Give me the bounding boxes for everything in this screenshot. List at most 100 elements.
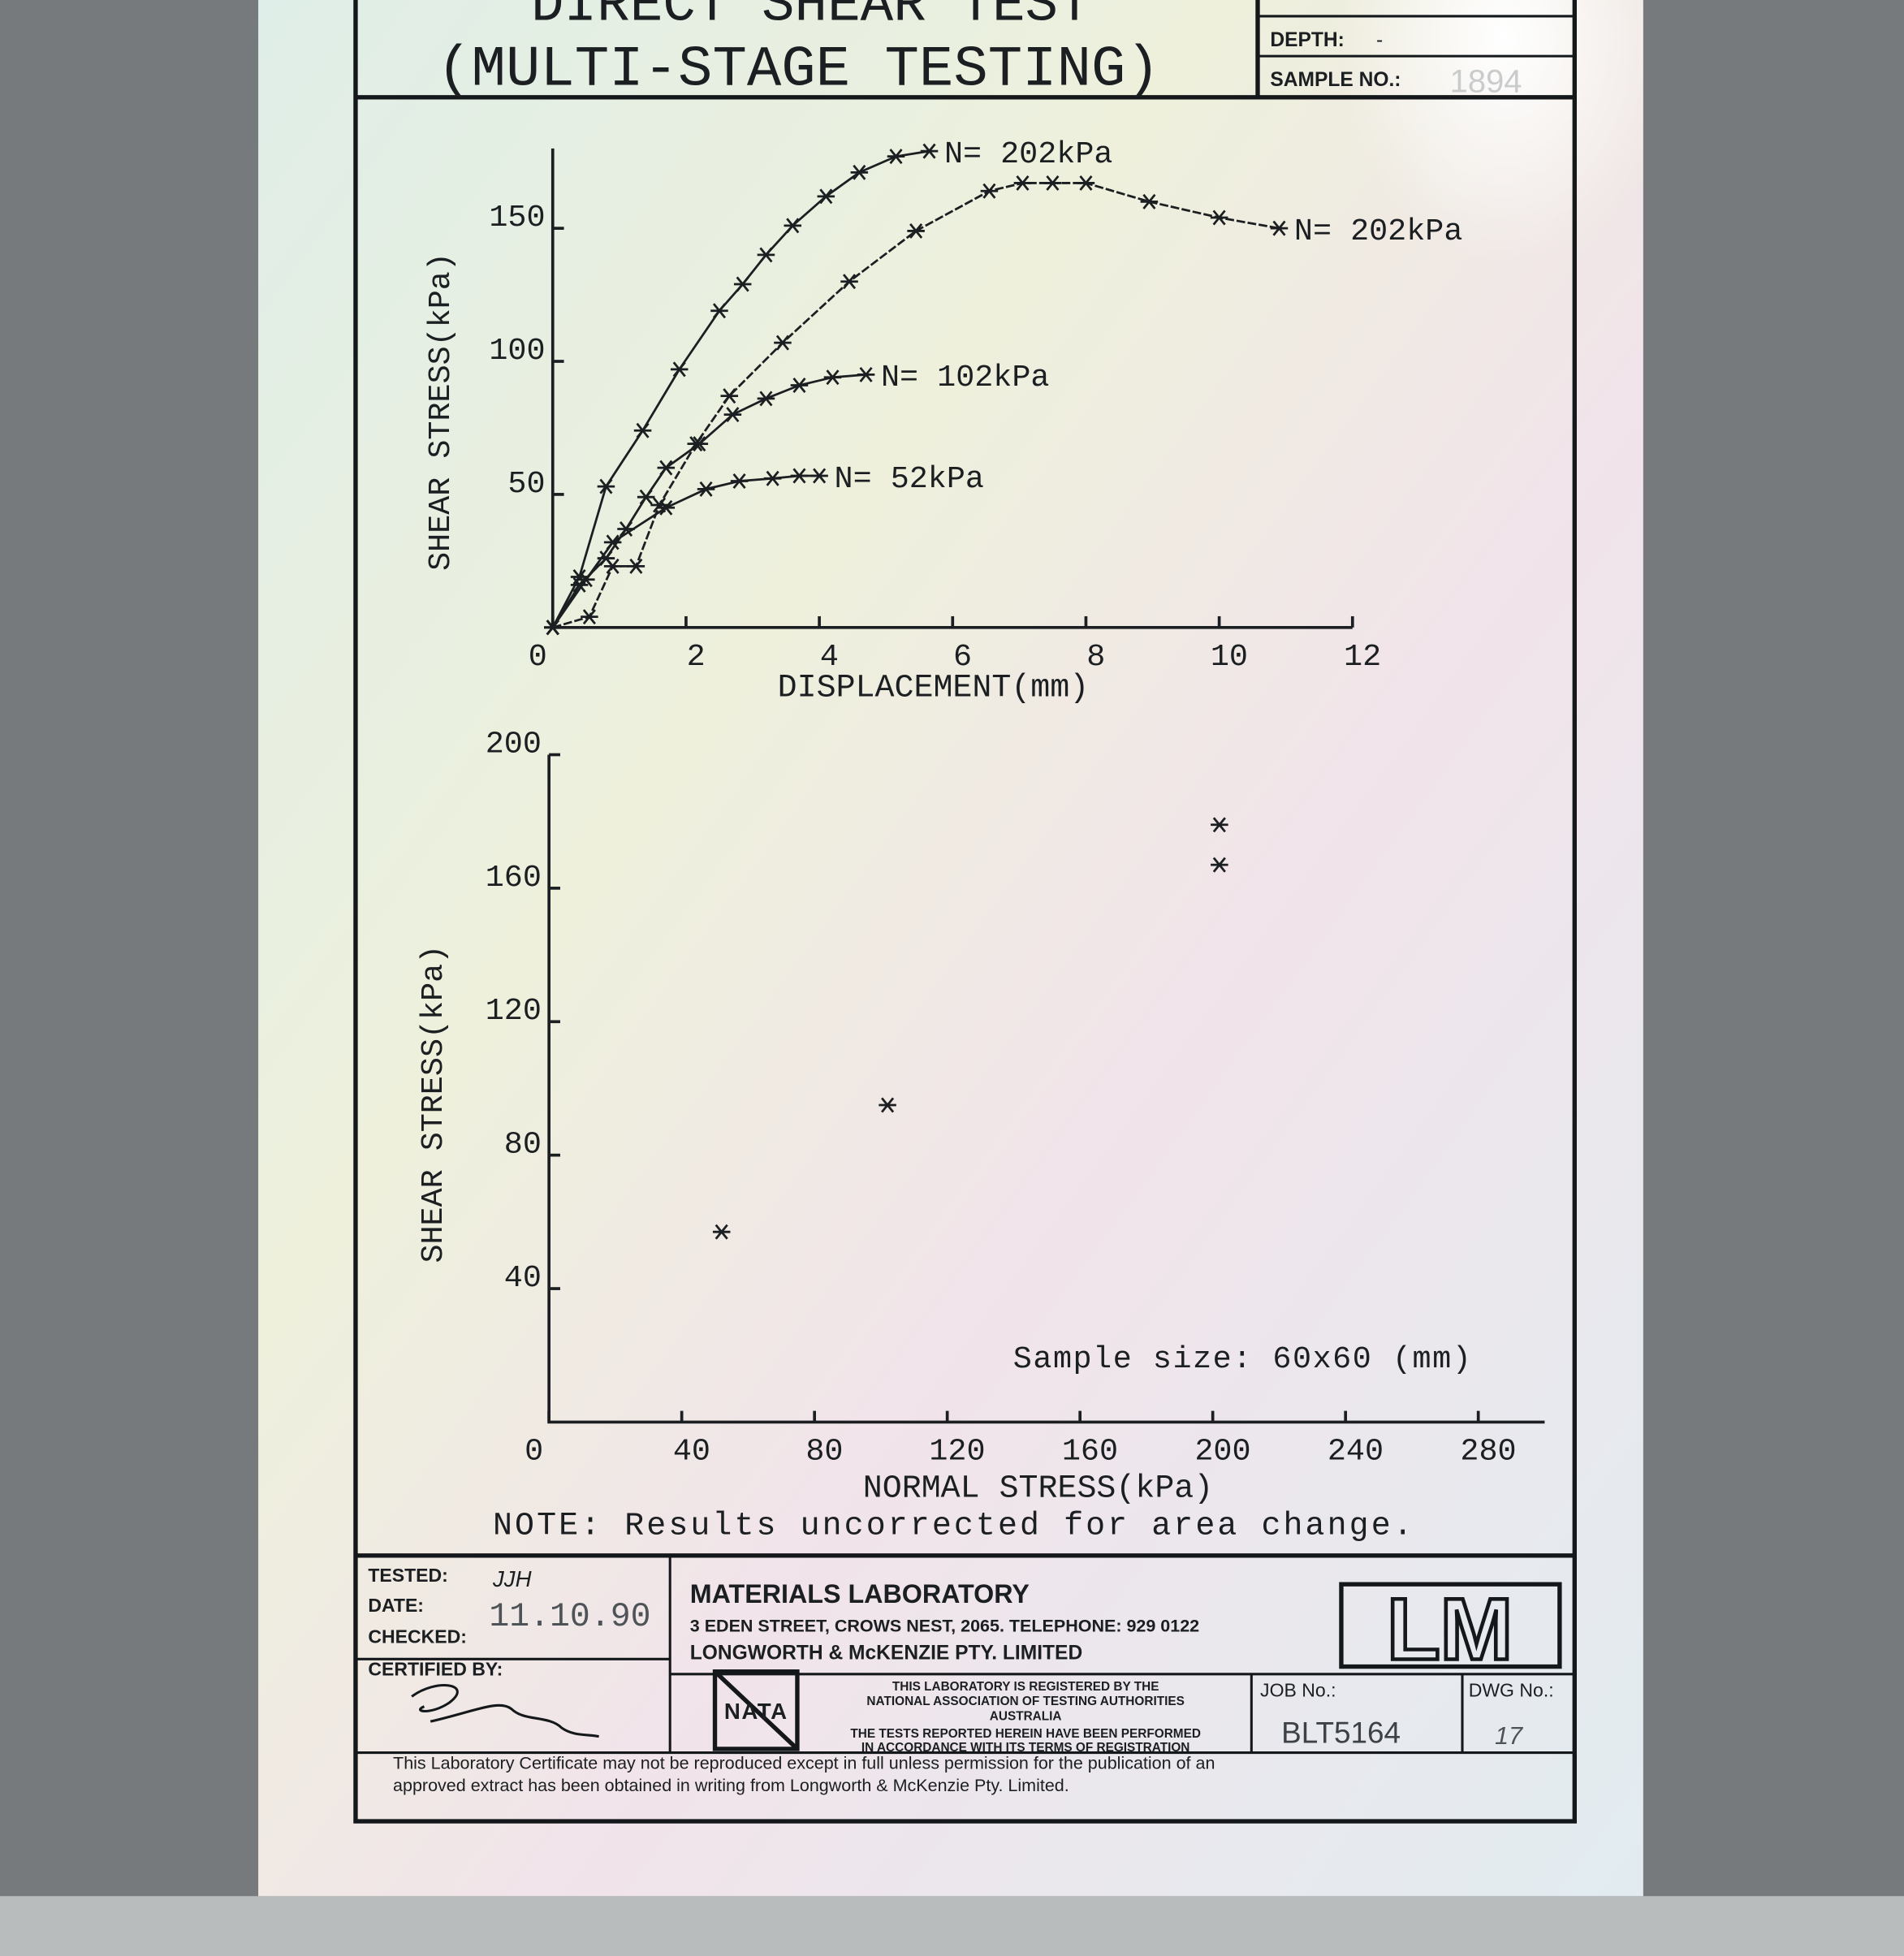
x-tick-label: 200 [1194, 1434, 1250, 1470]
job-label: JOB No.: [1260, 1679, 1336, 1700]
certified-label: CERTIFIED BY: [368, 1658, 503, 1679]
data-point [810, 468, 828, 484]
data-point [840, 274, 858, 290]
certificate-text: approved extract has been obtained in wr… [393, 1776, 1069, 1795]
certificate-text: This Laboratory Certificate may not be r… [393, 1754, 1215, 1773]
y-tick-label: 40 [504, 1260, 542, 1296]
data-point [690, 436, 709, 452]
data-point [733, 276, 752, 292]
data-point [757, 391, 775, 407]
data-point [850, 164, 869, 180]
data-point [1077, 175, 1095, 191]
data-point [597, 478, 615, 494]
nata-text: THIS LABORATORY IS REGISTERED BY THE [892, 1680, 1159, 1694]
nata-text: AUSTRALIA [990, 1710, 1062, 1724]
x-tick-label: 4 [820, 639, 839, 675]
tested-label: TESTED: [368, 1565, 448, 1586]
sample-label: SAMPLE NO.: [1270, 69, 1401, 91]
logo: LM [1387, 1580, 1513, 1677]
data-point [581, 609, 598, 625]
depth: - [1376, 29, 1383, 51]
data-point [784, 218, 802, 234]
y-tick-label: 160 [486, 860, 542, 896]
data-point [757, 247, 775, 263]
data-point [1210, 209, 1228, 226]
data-point [697, 481, 715, 497]
x-tick-label: 280 [1460, 1434, 1516, 1470]
lab-company: LONGWORTH & McKENZIE PTY. LIMITED [690, 1642, 1082, 1664]
x-tick-label: 0 [525, 1434, 543, 1470]
depth-label: DEPTH: [1270, 29, 1344, 51]
x-axis-label: NORMAL STRESS(kPa) [863, 1470, 1213, 1507]
data-point [887, 149, 905, 165]
glare [258, 0, 1643, 1897]
x-tick-label: 80 [805, 1434, 843, 1470]
y-axis-label: SHEAR STRESS(kPa) [423, 253, 459, 571]
y-tick-label: 200 [486, 726, 542, 762]
data-point [790, 468, 809, 484]
data-point [1211, 857, 1228, 873]
y-tick-label: 150 [489, 200, 545, 235]
y-axis-label: SHEAR STRESS(kPa) [416, 945, 451, 1263]
nata-box [712, 1669, 800, 1751]
data-point [823, 369, 842, 386]
checked-label: CHECKED: [368, 1626, 467, 1647]
lab-name: MATERIALS LABORATORY [690, 1579, 1030, 1608]
nata-diagonal [713, 1669, 799, 1751]
job: BLT5164 [1281, 1716, 1401, 1749]
data-point [1140, 193, 1159, 209]
data-point [577, 572, 595, 588]
nata-mark: NATA [724, 1699, 788, 1724]
desk-strip [0, 1896, 1904, 1956]
x-tick-label: 0 [529, 639, 547, 675]
logo-box [1339, 1582, 1562, 1669]
series-label: N= 52kPa [835, 461, 984, 497]
data-point [763, 470, 782, 486]
data-point [637, 489, 655, 505]
tested: JJH [492, 1566, 532, 1591]
data-point [544, 620, 562, 636]
x-tick-label: 6 [953, 639, 972, 675]
data-point [730, 473, 749, 489]
data-point [1013, 175, 1032, 191]
data-point [657, 460, 676, 476]
x-tick-label: 40 [673, 1434, 710, 1470]
nata-text: THE TESTS REPORTED HEREIN HAVE BEEN PERF… [850, 1727, 1201, 1741]
data-point [627, 558, 645, 574]
series-label: N= 202kPa [1294, 214, 1462, 249]
lab-address: 3 EDEN STREET, CROWS NEST, 2065. TELEPHO… [690, 1617, 1199, 1636]
sample-number: 1894 [1450, 64, 1522, 100]
data-point [657, 499, 676, 516]
note: NOTE: Results uncorrected for area chang… [493, 1508, 1415, 1544]
nata-text: IN ACCORDANCE WITH ITS TERMS OF REGISTRA… [861, 1741, 1189, 1755]
data-point [720, 388, 739, 404]
data-point [879, 1097, 896, 1113]
series-label: N= 202kPa [944, 136, 1112, 172]
data-point [723, 407, 742, 423]
subtitle: (MULTI-STAGE TESTING) [437, 37, 1160, 102]
y-tick-label: 120 [486, 993, 542, 1029]
title: DIRECT SHEAR TEST [531, 0, 1091, 37]
dwg-label: DWG No.: [1469, 1679, 1554, 1700]
nata-text: NATIONAL ASSOCIATION OF TESTING AUTHORIT… [866, 1695, 1184, 1708]
data-point [712, 1224, 731, 1240]
data-point [710, 303, 728, 319]
data-point [857, 366, 875, 382]
data-point [790, 378, 809, 394]
date-label: DATE: [368, 1595, 424, 1616]
data-point [817, 188, 835, 205]
y-tick-label: 100 [489, 333, 545, 369]
x-tick-label: 10 [1211, 639, 1248, 675]
data-point [1270, 220, 1289, 236]
data-point [1043, 175, 1062, 191]
x-tick-label: 160 [1062, 1434, 1118, 1470]
annotation: Sample size: 60x60 (mm) [1013, 1341, 1473, 1377]
series-label: N= 102kPa [881, 360, 1049, 395]
data-point [774, 335, 792, 351]
y-tick-label: 50 [507, 466, 545, 502]
signature [411, 1683, 599, 1738]
y-tick-label: 80 [504, 1127, 542, 1163]
x-tick-label: 2 [687, 639, 706, 675]
data-point [670, 361, 689, 378]
